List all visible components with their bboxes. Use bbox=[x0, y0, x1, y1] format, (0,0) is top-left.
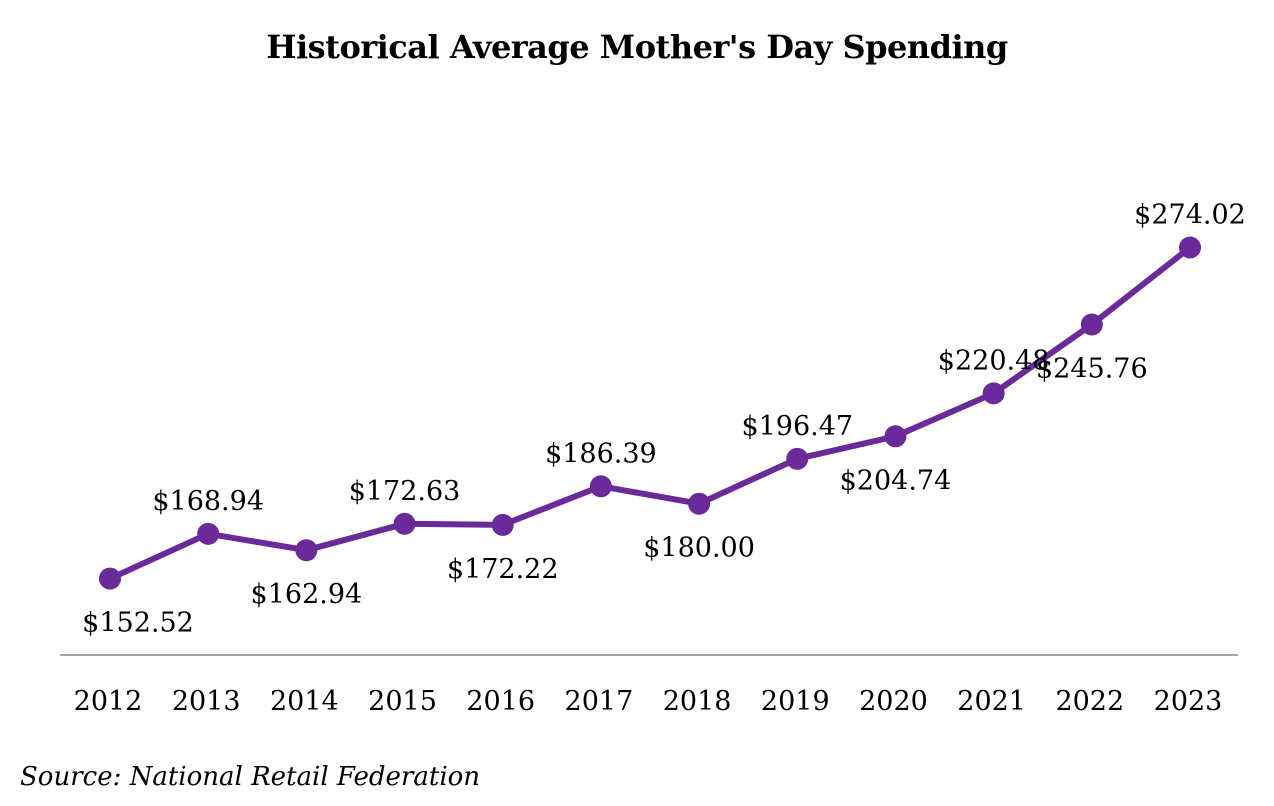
x-tick-label-2012: 2012 bbox=[74, 686, 143, 717]
data-labels: $152.52 $168.94 $162.94 $172.63 $172.22 $186.… bbox=[82, 199, 1246, 638]
data-point-2019 bbox=[786, 447, 809, 470]
x-tick-label-2020: 2020 bbox=[859, 686, 928, 717]
data-point-2018 bbox=[688, 492, 711, 515]
data-label-2018: $180.00 bbox=[643, 533, 755, 564]
x-tick-label-2013: 2013 bbox=[172, 686, 241, 717]
data-label-2016: $172.22 bbox=[447, 554, 559, 585]
data-points bbox=[99, 236, 1201, 590]
data-label-2014: $162.94 bbox=[251, 579, 363, 610]
data-point-2015 bbox=[393, 512, 416, 535]
chart-title: Historical Average Mother's Day Spending bbox=[266, 28, 1008, 66]
data-point-2013 bbox=[197, 522, 220, 545]
data-point-2014 bbox=[295, 539, 318, 562]
data-point-2016 bbox=[491, 513, 514, 536]
x-tick-label-2019: 2019 bbox=[761, 686, 830, 717]
data-label-2023: $274.02 bbox=[1134, 199, 1246, 230]
x-tick-label-2017: 2017 bbox=[565, 686, 634, 717]
data-label-2013: $168.94 bbox=[152, 486, 264, 517]
data-point-2020 bbox=[884, 425, 907, 448]
data-point-2022 bbox=[1080, 313, 1103, 336]
data-point-2017 bbox=[589, 475, 612, 498]
data-point-2021 bbox=[982, 382, 1005, 405]
x-tick-label-2023: 2023 bbox=[1154, 686, 1223, 717]
x-tick-label-2016: 2016 bbox=[466, 686, 535, 717]
data-point-2012 bbox=[99, 567, 121, 590]
x-tick-labels: 2012 2013 2014 2015 2016 2017 2018 2019 2020 2021… bbox=[74, 686, 1223, 717]
data-label-2012: $152.52 bbox=[82, 608, 194, 639]
x-tick-label-2022: 2022 bbox=[1055, 686, 1124, 717]
data-label-2019: $196.47 bbox=[741, 411, 853, 442]
x-tick-label-2014: 2014 bbox=[270, 686, 339, 717]
x-tick-label-2015: 2015 bbox=[368, 686, 437, 717]
data-label-2021: $220.48 bbox=[938, 345, 1050, 376]
x-tick-label-2021: 2021 bbox=[957, 686, 1026, 717]
data-label-2015: $172.63 bbox=[349, 476, 461, 507]
x-tick-label-2018: 2018 bbox=[663, 686, 732, 717]
data-label-2017: $186.39 bbox=[545, 438, 657, 469]
series-line bbox=[108, 245, 1192, 582]
source-note: Source: National Retail Federation bbox=[20, 762, 481, 792]
data-point-2023 bbox=[1179, 236, 1201, 259]
data-label-2020: $204.74 bbox=[840, 465, 952, 496]
data-label-2022: $245.76 bbox=[1036, 354, 1148, 385]
